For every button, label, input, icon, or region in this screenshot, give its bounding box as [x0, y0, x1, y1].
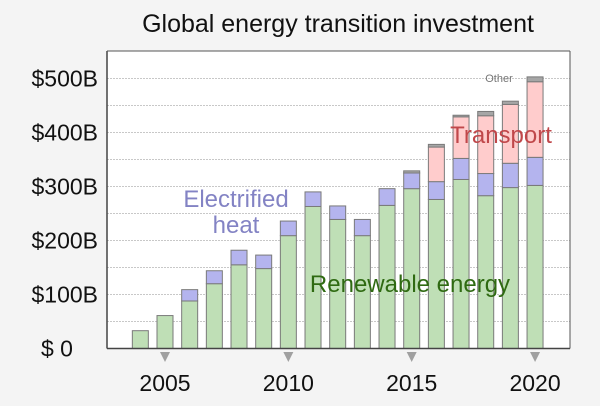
x-tick-label: 2010 [263, 370, 314, 396]
x-tick-label: 2020 [509, 370, 560, 396]
bar-segment-renewable-energy [181, 300, 199, 350]
bars [131, 76, 544, 350]
x-tick-label: 2005 [139, 370, 190, 396]
bar-segment-electrified-heat [526, 156, 544, 186]
y-tick-label: $ 0 [41, 336, 73, 362]
bar-segment-electrified-heat [181, 289, 199, 302]
bar-segment-transport [427, 146, 445, 183]
bar-segment-electrified-heat [205, 270, 223, 285]
bar-segment-renewable-energy [403, 188, 421, 349]
bar-segment-electrified-heat [403, 172, 421, 190]
bar-segment-electrified-heat [353, 218, 371, 237]
bar-2012 [329, 205, 347, 349]
bar-2013 [353, 218, 371, 349]
bar-segment-electrified-heat [230, 249, 248, 266]
bar-segment-other [526, 76, 544, 83]
bar-segment-renewable-energy [526, 184, 544, 349]
bar-2011 [304, 191, 322, 349]
bar-2008 [230, 249, 248, 349]
y-tick-label: $200B [31, 228, 98, 254]
bar-segment-electrified-heat [279, 220, 297, 237]
x-tick-marker [406, 352, 417, 362]
bar-2006 [181, 289, 199, 350]
bar-segment-electrified-heat [304, 191, 322, 207]
x-tick-marker [530, 352, 541, 362]
bar-2010 [279, 220, 297, 349]
bar-segment-electrified-heat [452, 157, 470, 180]
bar-2009 [255, 254, 273, 349]
bar-segment-electrified-heat [427, 181, 445, 200]
bar-2016 [427, 143, 445, 349]
y-tick-label: $300B [31, 174, 98, 200]
x-axis-ticks: 2005 2010 2015 2020 [139, 352, 561, 396]
bar-segment-electrified-heat [378, 188, 396, 206]
bar-segment-renewable-energy [255, 268, 273, 349]
bar-2019 [501, 100, 519, 349]
y-axis-ticks: $ 0 $100B $200B $300B $400B $500B [31, 66, 98, 362]
bar-segment-electrified-heat [255, 254, 273, 270]
bar-2004 [131, 330, 149, 349]
label-transport: Transport [450, 122, 552, 149]
x-tick-marker [160, 352, 170, 362]
bar-segment-renewable-energy [279, 235, 297, 349]
bar-2017 [452, 114, 470, 349]
x-tick-label: 2015 [386, 370, 437, 396]
bar-segment-renewable-energy [501, 187, 519, 349]
bar-segment-renewable-energy [205, 283, 223, 350]
bar-segment-renewable-energy [131, 330, 149, 349]
bar-segment-other [452, 114, 470, 118]
bar-segment-renewable-energy [156, 315, 174, 349]
bar-2020 [526, 76, 544, 349]
bar-segment-electrified-heat [501, 162, 519, 189]
label-other: Other [485, 73, 513, 85]
bar-2005 [156, 315, 174, 349]
bar-segment-other [403, 170, 421, 174]
y-tick-label: $100B [31, 282, 98, 308]
label-electrified-heat-line1: Electrified [183, 186, 288, 213]
bar-segment-electrified-heat [477, 173, 495, 197]
bar-2007 [205, 270, 223, 350]
bar-segment-other [501, 100, 519, 105]
bar-2015 [403, 170, 421, 349]
bar-2018 [477, 110, 495, 349]
bar-segment-electrified-heat [329, 205, 347, 220]
x-tick-marker [283, 352, 294, 362]
bar-segment-renewable-energy [230, 264, 248, 349]
label-renewable-energy: Renewable energy [310, 271, 510, 298]
label-electrified-heat-line2: heat [213, 212, 260, 239]
y-tick-label: $400B [31, 120, 98, 146]
bar-2014 [378, 188, 396, 349]
chart-title: Global energy transition investment [142, 10, 534, 38]
bar-segment-renewable-energy [452, 178, 470, 349]
bar-segment-other [427, 143, 445, 148]
bar-segment-other [477, 110, 495, 117]
y-tick-label: $500B [31, 66, 98, 92]
